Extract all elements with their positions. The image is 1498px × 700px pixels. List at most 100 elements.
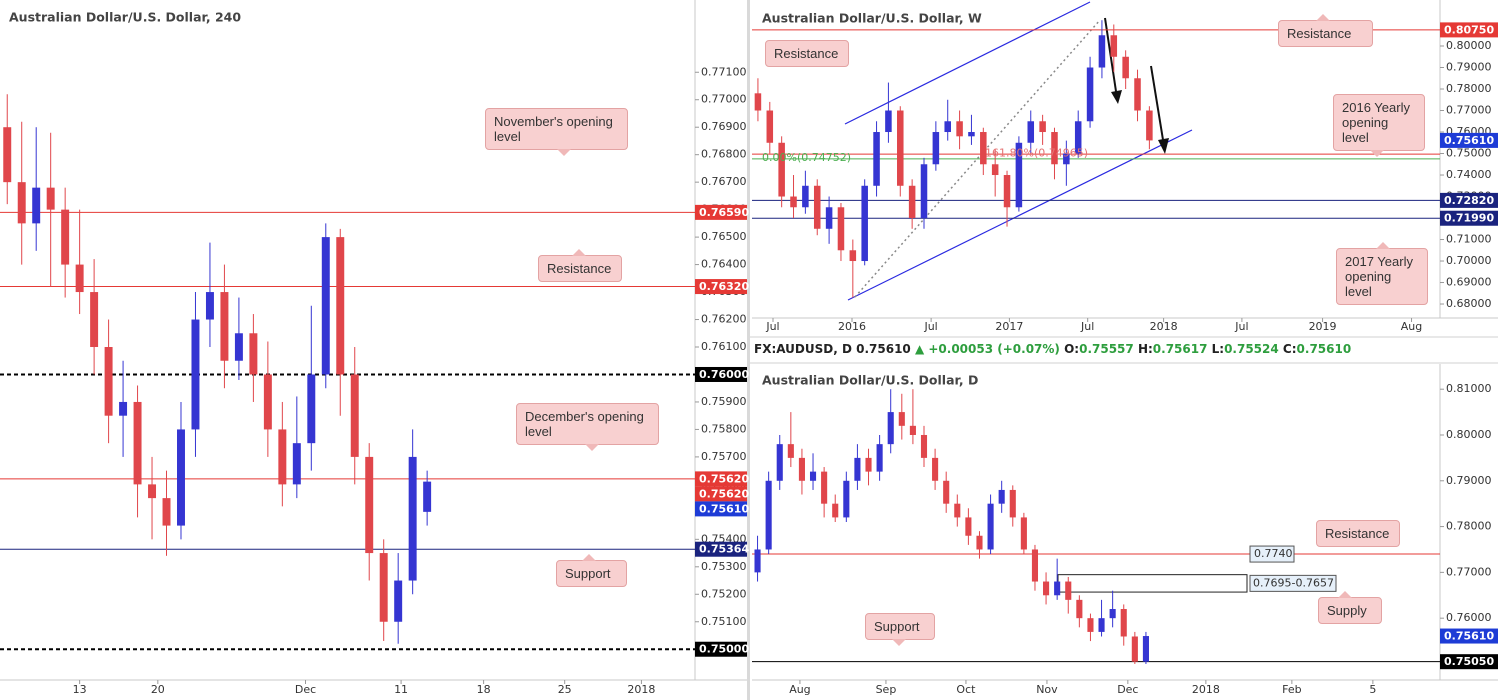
callout: Resistance — [765, 40, 849, 67]
candle-body — [865, 457, 872, 472]
price-label: 0.75610 — [699, 502, 749, 515]
candle-body — [32, 187, 41, 224]
candle-body — [932, 132, 940, 165]
candle-body — [1043, 581, 1050, 596]
candle-body — [104, 347, 113, 416]
y-tick-label: 0.75700 — [701, 450, 747, 463]
price-label: 0.75364 — [699, 543, 749, 556]
callout: Resistance — [1316, 520, 1400, 547]
info-bar-bg — [750, 336, 1498, 364]
x-tick-label: Sep — [876, 683, 897, 696]
candle-body — [766, 110, 774, 143]
callout: 2017 Yearly opening level — [1336, 242, 1428, 305]
candle-body — [321, 237, 330, 375]
candle-body — [423, 481, 432, 512]
x-tick-label: 18 — [477, 683, 491, 696]
price-label-bg — [695, 486, 747, 502]
candle-body — [1051, 132, 1058, 165]
ohlc-key: L: — [1211, 342, 1225, 356]
candle-body — [408, 456, 417, 581]
y-tick-label: 0.76800 — [701, 148, 747, 161]
price-label-bg — [695, 501, 747, 517]
candle-body — [307, 374, 316, 444]
price-label-bg — [695, 366, 747, 382]
x-tick-label: 2018 — [627, 683, 655, 696]
price-label-bg — [695, 471, 747, 487]
candle-body — [1054, 581, 1061, 596]
callout: Supply — [1318, 591, 1382, 624]
x-tick-label: Dec — [1117, 683, 1138, 696]
price-label: 0.76000 — [699, 368, 749, 381]
candle-body — [394, 580, 403, 622]
inline-label: 0.00%(0.74752) — [762, 151, 851, 164]
chart-title: Australian Dollar/U.S. Dollar, D — [762, 373, 978, 388]
y-tick-label: 0.76500 — [701, 230, 747, 243]
arrow-head — [1158, 138, 1169, 154]
candle-body — [976, 535, 983, 550]
ohlc-key: H: — [1137, 342, 1153, 356]
candle-body — [968, 132, 975, 137]
candle-body — [898, 412, 905, 426]
y-tick-label: 0.78000 — [1446, 82, 1492, 95]
candle-body — [292, 443, 301, 485]
x-tick-label: 25 — [558, 683, 572, 696]
y-tick-label: 0.81000 — [1446, 382, 1492, 395]
callout: Resistance — [1278, 14, 1373, 47]
candle-body — [1074, 121, 1082, 154]
candle-body — [350, 374, 359, 457]
candle-body — [263, 374, 272, 430]
x-tick-label: 5 — [1369, 683, 1376, 696]
arrow — [1150, 65, 1165, 147]
divider — [747, 0, 750, 700]
candle-body — [991, 164, 999, 176]
candle-body — [191, 319, 200, 430]
channel-line — [844, 1, 1091, 125]
x-tick-label: 20 — [151, 683, 165, 696]
y-tick-label: 0.75000 — [1446, 147, 1492, 160]
ohlc-key: O: — [1064, 342, 1080, 356]
symbol-info: FX:AUDUSD, D 0.75610 ▲ +0.00053 (+0.07%)… — [754, 342, 1351, 356]
ohlc-value: 0.75610 — [1296, 342, 1352, 356]
y-tick-label: 0.75100 — [701, 615, 747, 628]
candle-body — [1110, 35, 1118, 57]
price-label-bg — [695, 541, 747, 557]
y-tick-label: 0.76400 — [701, 258, 747, 271]
y-tick-label: 0.74000 — [1446, 168, 1492, 181]
chart-title: Australian Dollar/U.S. Dollar, 240 — [9, 10, 241, 25]
candle-body — [1098, 35, 1106, 68]
candle-body — [802, 185, 809, 208]
candle-body — [249, 333, 258, 375]
price-label: 0.75000 — [699, 643, 749, 656]
candle-body — [119, 401, 128, 416]
candle-body — [1120, 609, 1127, 637]
y-tick-label: 0.69000 — [1446, 276, 1492, 289]
candle-body — [278, 429, 287, 485]
candle-body — [778, 142, 785, 197]
candle-body — [148, 484, 157, 499]
candle-body — [46, 187, 55, 210]
candle-body — [1122, 56, 1129, 79]
price-label: 0.80750 — [1444, 23, 1494, 36]
candle-body — [837, 207, 845, 251]
candle-body — [873, 132, 880, 186]
candle-body — [17, 182, 26, 224]
candle-body — [809, 471, 817, 481]
candle-body — [765, 480, 772, 550]
price-label-bg — [1440, 132, 1498, 148]
candle-body — [220, 292, 229, 361]
channel — [844, 1, 1193, 301]
x-tick-label: Aug — [789, 683, 810, 696]
candle-body — [365, 456, 374, 554]
y-tick-label: 0.76900 — [701, 120, 747, 133]
callout: November's opening level — [485, 108, 628, 156]
candle-body — [998, 489, 1005, 504]
candle-body — [954, 503, 961, 518]
price-label: 0.76590 — [699, 206, 749, 219]
inline-label: 161.80%(0.74965) — [985, 146, 1088, 159]
price-label-bg — [1440, 628, 1498, 644]
y-tick-label: 0.76000 — [1446, 611, 1492, 624]
y-tick-label: 0.79000 — [1446, 474, 1492, 487]
candle-body — [944, 121, 951, 133]
candle-body — [1134, 78, 1141, 111]
candle-body — [980, 132, 987, 165]
